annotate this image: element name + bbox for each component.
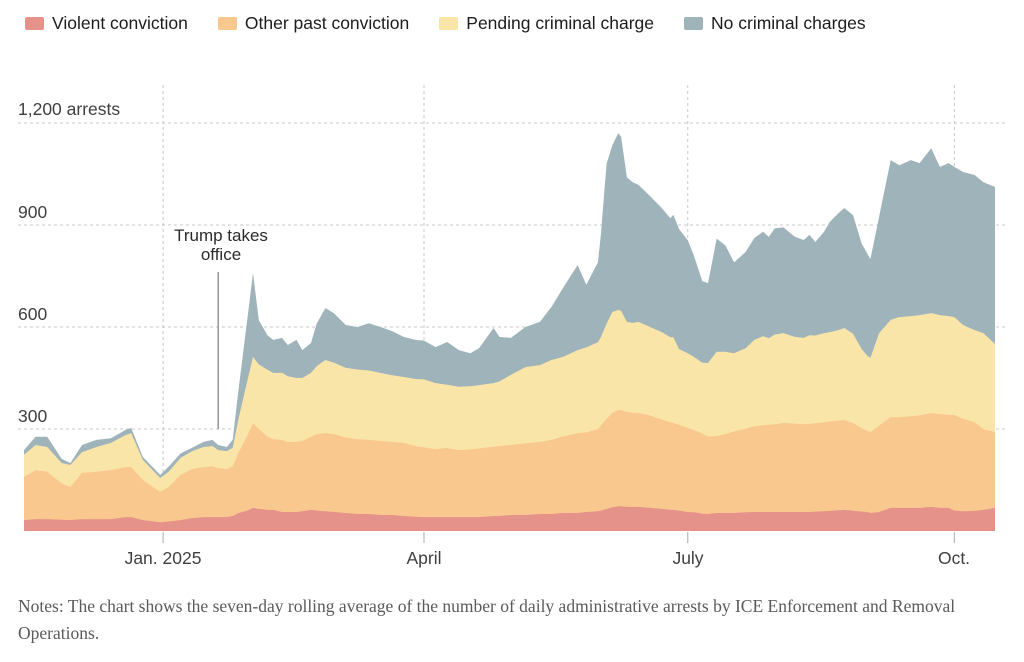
annotation-trump-takes-office: Trump takes office	[174, 226, 268, 265]
x-axis-label-jan-2025: Jan. 2025	[124, 548, 202, 568]
legend-label-pending-criminal-charge: Pending criminal charge	[466, 13, 655, 33]
chart-notes: Notes: The chart shows the seven-day rol…	[18, 596, 956, 644]
y-axis-label-1200: 1,200 arrests	[18, 99, 121, 119]
legend-label-no-criminal-charges: No criminal charges	[711, 13, 866, 33]
legend-label-violent-conviction: Violent conviction	[52, 13, 188, 33]
y-axis-label-600: 600	[18, 304, 48, 324]
x-axis-label-oct: Oct.	[937, 548, 971, 568]
legend: Violent conviction Other past conviction…	[25, 13, 866, 34]
legend-item-pending-criminal-charge: Pending criminal charge	[439, 13, 654, 34]
y-axis-label-900: 900	[18, 202, 48, 222]
x-axis-label-april: April	[406, 548, 442, 568]
x-axis-label-july: July	[672, 548, 704, 568]
legend-swatch-violent-conviction	[25, 17, 44, 30]
legend-swatch-other-past-conviction	[217, 17, 237, 30]
legend-swatch-no-criminal-charges	[684, 17, 704, 30]
y-axis-label-300: 300	[18, 406, 48, 426]
legend-swatch-pending-criminal-charge	[439, 17, 459, 30]
legend-item-no-criminal-charges: No criminal charges	[684, 13, 866, 34]
legend-item-other-past-conviction: Other past conviction	[217, 13, 410, 34]
legend-item-violent-conviction: Violent conviction	[25, 13, 188, 34]
legend-label-other-past-conviction: Other past conviction	[244, 13, 410, 33]
